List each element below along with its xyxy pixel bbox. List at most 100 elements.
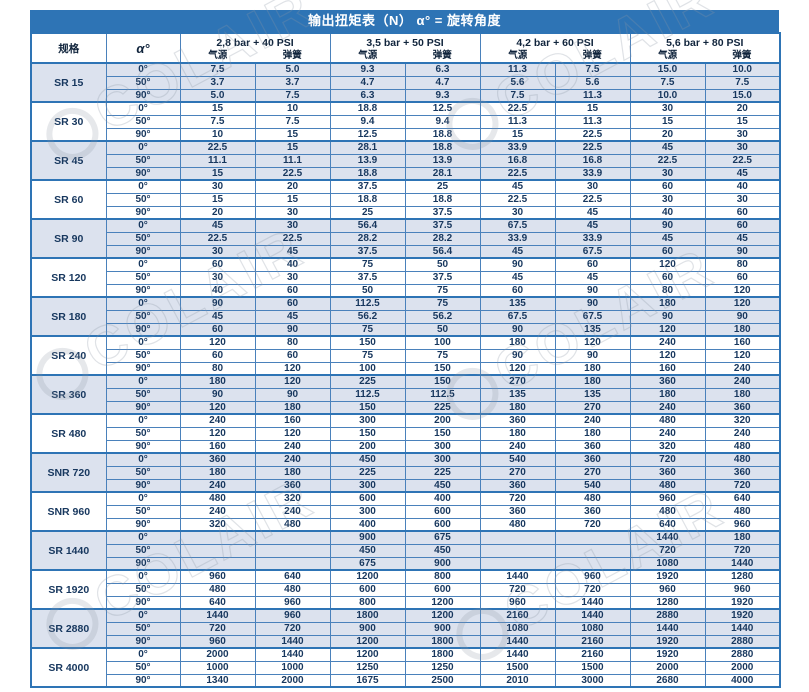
torque-value-cell: 300 bbox=[329, 413, 406, 428]
torque-value-cell: 120 bbox=[629, 322, 706, 337]
pressure-group-subheaders: 气源 弹簧 bbox=[181, 49, 329, 62]
torque-value-cell: 2000 bbox=[629, 660, 706, 675]
table-row: 90° 30 45 37.5 56.4 45 67.5 60 90 bbox=[31, 244, 781, 259]
torque-value-cell: 60 bbox=[254, 296, 331, 311]
table-row: 90° 320 480 400 600 480 720 640 960 bbox=[31, 517, 781, 532]
torque-value-cell: 480 bbox=[254, 582, 331, 597]
torque-value-cell: 4000 bbox=[704, 673, 781, 688]
torque-value-cell: 60 bbox=[254, 283, 331, 298]
angle-cell: 50° bbox=[105, 543, 181, 558]
torque-value-cell: 37.5 bbox=[404, 270, 481, 285]
torque-value-cell: 270 bbox=[479, 465, 556, 480]
torque-value-cell: 33.9 bbox=[554, 231, 631, 246]
torque-value-cell: 180 bbox=[179, 465, 256, 480]
angle-cell: 50° bbox=[105, 231, 181, 246]
torque-value-cell: 75 bbox=[329, 348, 406, 363]
torque-value-cell: 240 bbox=[554, 413, 631, 428]
angle-cell: 90° bbox=[105, 478, 181, 493]
torque-value-cell: 60 bbox=[479, 283, 556, 298]
table-title: 输出扭矩表（N） α° = 旋转角度 bbox=[30, 10, 779, 32]
torque-value-cell: 45 bbox=[554, 205, 631, 220]
torque-value-cell: 480 bbox=[254, 517, 331, 532]
model-label: SR 120 bbox=[30, 257, 107, 298]
angle-cell: 0° bbox=[105, 62, 181, 77]
torque-value-cell: 1200 bbox=[329, 569, 406, 584]
angle-cell: 0° bbox=[105, 218, 181, 233]
torque-value-cell: 180 bbox=[554, 361, 631, 376]
torque-value-cell: 450 bbox=[404, 543, 481, 558]
torque-value-cell: 1920 bbox=[704, 608, 781, 623]
torque-value-cell: 480 bbox=[629, 504, 706, 519]
torque-value-cell bbox=[179, 530, 256, 545]
torque-value-cell: 12.5 bbox=[329, 127, 406, 142]
torque-value-cell: 90 bbox=[254, 387, 331, 402]
torque-value-cell: 450 bbox=[329, 452, 406, 467]
torque-value-cell: 360 bbox=[629, 374, 706, 389]
torque-value-cell: 320 bbox=[704, 413, 781, 428]
torque-value-cell: 45 bbox=[479, 179, 556, 194]
torque-value-cell: 900 bbox=[404, 556, 481, 571]
table-row: SR 360 0° 180 120 225 150 270 180 360 240 bbox=[30, 374, 781, 415]
torque-value-cell: 450 bbox=[404, 478, 481, 493]
angle-cell: 0° bbox=[105, 179, 181, 194]
angle-cell: 90° bbox=[105, 361, 181, 376]
pressure-group-label: 2,8 bar + 40 PSI bbox=[216, 36, 294, 49]
torque-value-cell: 18.8 bbox=[329, 166, 406, 181]
torque-value-cell: 67.5 bbox=[479, 309, 556, 324]
angle-cell: 0° bbox=[105, 413, 181, 428]
torque-value-cell: 2880 bbox=[704, 634, 781, 649]
torque-value-cell: 1200 bbox=[404, 595, 481, 610]
torque-value-cell: 15.0 bbox=[704, 88, 781, 103]
table-row: 90° 1340 2000 1675 2500 2010 3000 2680 4000 bbox=[31, 673, 781, 688]
torque-value-cell: 1920 bbox=[629, 569, 706, 584]
torque-value-cell: 450 bbox=[329, 543, 406, 558]
torque-value-cell: 360 bbox=[479, 478, 556, 493]
torque-value-cell: 15 bbox=[479, 127, 556, 142]
torque-value-cell: 30 bbox=[704, 127, 781, 142]
torque-value-cell: 800 bbox=[404, 569, 481, 584]
torque-value-cell: 1920 bbox=[704, 595, 781, 610]
torque-value-cell: 1000 bbox=[179, 660, 256, 675]
torque-value-cell: 11.1 bbox=[179, 153, 256, 168]
torque-value-cell: 37.5 bbox=[329, 179, 406, 194]
torque-value-cell: 320 bbox=[629, 439, 706, 454]
model-label: SNR 720 bbox=[30, 452, 107, 493]
torque-value-cell: 80 bbox=[704, 257, 781, 272]
torque-value-cell: 3.7 bbox=[254, 75, 331, 90]
torque-value-cell: 1200 bbox=[404, 608, 481, 623]
torque-value-cell: 11.3 bbox=[554, 114, 631, 129]
torque-value-cell: 320 bbox=[254, 491, 331, 506]
angle-cell: 90° bbox=[105, 517, 181, 532]
table-row: 90° 60 90 75 50 90 135 120 180 bbox=[31, 322, 781, 337]
torque-value-cell: 120 bbox=[479, 361, 556, 376]
angle-cell: 90° bbox=[105, 127, 181, 142]
torque-value-cell: 9.3 bbox=[404, 88, 481, 103]
angle-cell: 50° bbox=[105, 270, 181, 285]
torque-value-cell: 2160 bbox=[554, 647, 631, 662]
table-row: 50° 120 120 150 150 180 180 240 240 bbox=[31, 426, 781, 441]
torque-value-cell: 56.2 bbox=[404, 309, 481, 324]
table-row: SR 1440 0° 900 675 1440 180 bbox=[30, 530, 781, 571]
torque-value-cell: 33.9 bbox=[554, 166, 631, 181]
torque-value-cell: 3.7 bbox=[179, 75, 256, 90]
torque-value-cell: 7.5 bbox=[254, 88, 331, 103]
torque-value-cell: 240 bbox=[479, 439, 556, 454]
torque-value-cell: 4.7 bbox=[329, 75, 406, 90]
angle-cell: 0° bbox=[105, 530, 181, 545]
spring-subheader: 弹簧 bbox=[582, 49, 602, 61]
torque-value-cell: 22.5 bbox=[629, 153, 706, 168]
torque-value-cell: 37.5 bbox=[329, 270, 406, 285]
table-row: 90° 10 15 12.5 18.8 15 22.5 20 30 bbox=[31, 127, 781, 142]
torque-value-cell: 75 bbox=[329, 322, 406, 337]
torque-value-cell: 120 bbox=[254, 374, 331, 389]
torque-value-cell: 15 bbox=[254, 192, 331, 207]
torque-value-cell: 18.8 bbox=[404, 140, 481, 155]
model-label: SR 15 bbox=[30, 62, 107, 103]
pressure-group-header-3: 4,2 bar + 60 PSI 气源 弹簧 bbox=[479, 32, 631, 64]
air-source-subheader: 气源 bbox=[208, 49, 228, 61]
torque-value-cell: 2000 bbox=[179, 647, 256, 662]
table-row: 90° 675 900 1080 1440 bbox=[31, 556, 781, 571]
torque-value-cell: 120 bbox=[629, 257, 706, 272]
torque-value-cell: 22.5 bbox=[554, 192, 631, 207]
torque-value-cell: 240 bbox=[254, 452, 331, 467]
